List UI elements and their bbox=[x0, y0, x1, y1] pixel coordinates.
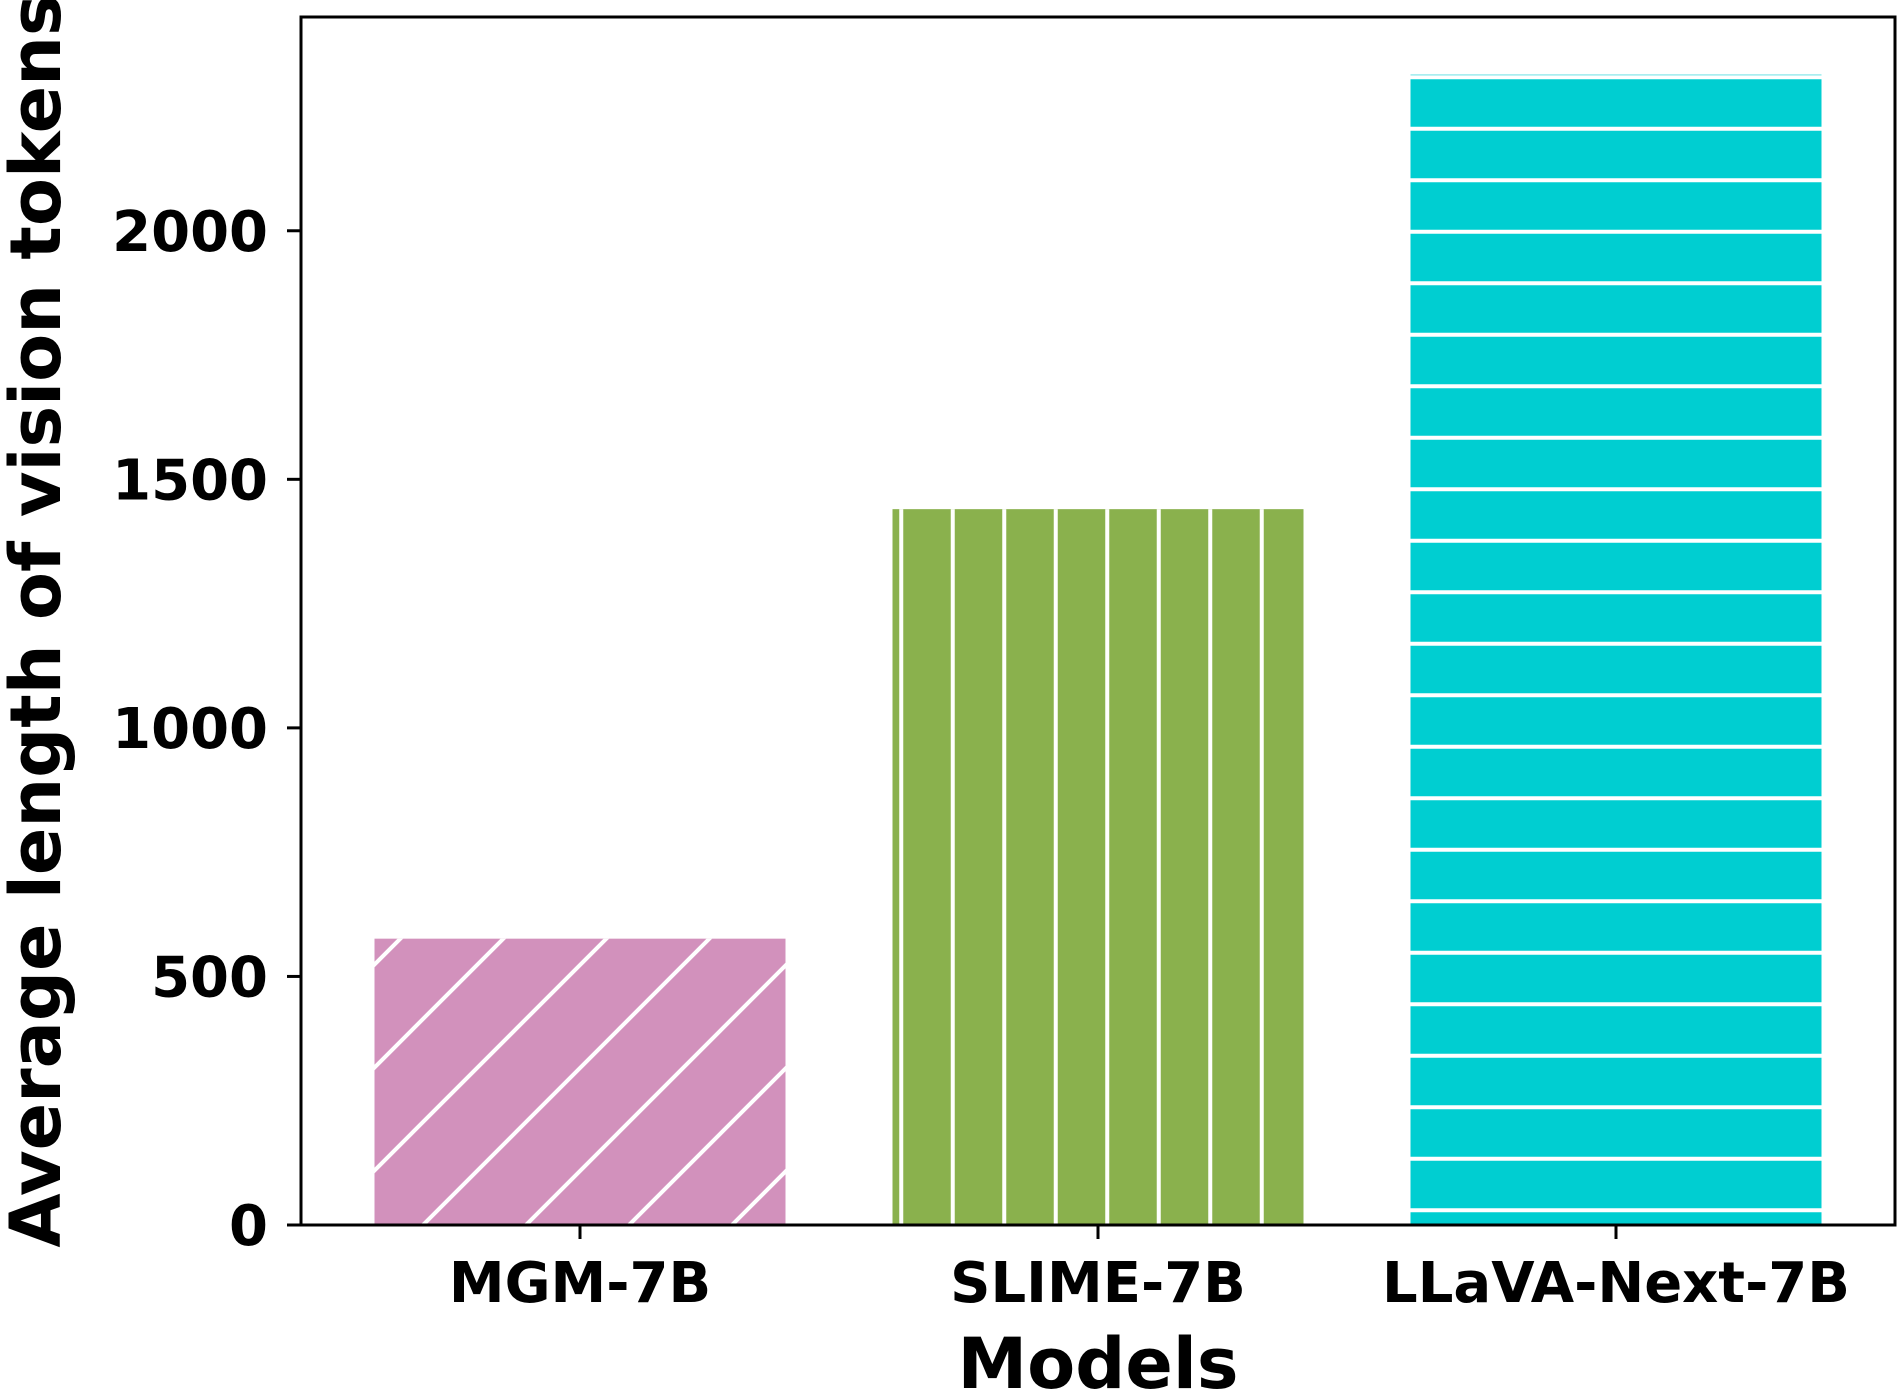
bar-hatch-mgm-7b bbox=[374, 938, 786, 1225]
y-tick-label: 2000 bbox=[112, 200, 268, 265]
y-tick-label: 1000 bbox=[112, 697, 268, 762]
bar-hatch-slime-7b bbox=[892, 509, 1304, 1225]
y-tick-label: 1500 bbox=[112, 448, 268, 513]
x-tick-label: LLaVA-Next-7B bbox=[1382, 1251, 1850, 1316]
y-axis-label: Average length of vision tokens bbox=[0, 0, 77, 1248]
bar-hatch-llava-next-7b bbox=[1410, 74, 1822, 1225]
y-tick-label: 500 bbox=[151, 945, 268, 1010]
y-tick-label: 0 bbox=[229, 1194, 268, 1259]
x-tick-label: SLIME-7B bbox=[950, 1251, 1246, 1316]
x-axis-label: Models bbox=[958, 1323, 1239, 1393]
x-tick-label: MGM-7B bbox=[449, 1251, 711, 1316]
